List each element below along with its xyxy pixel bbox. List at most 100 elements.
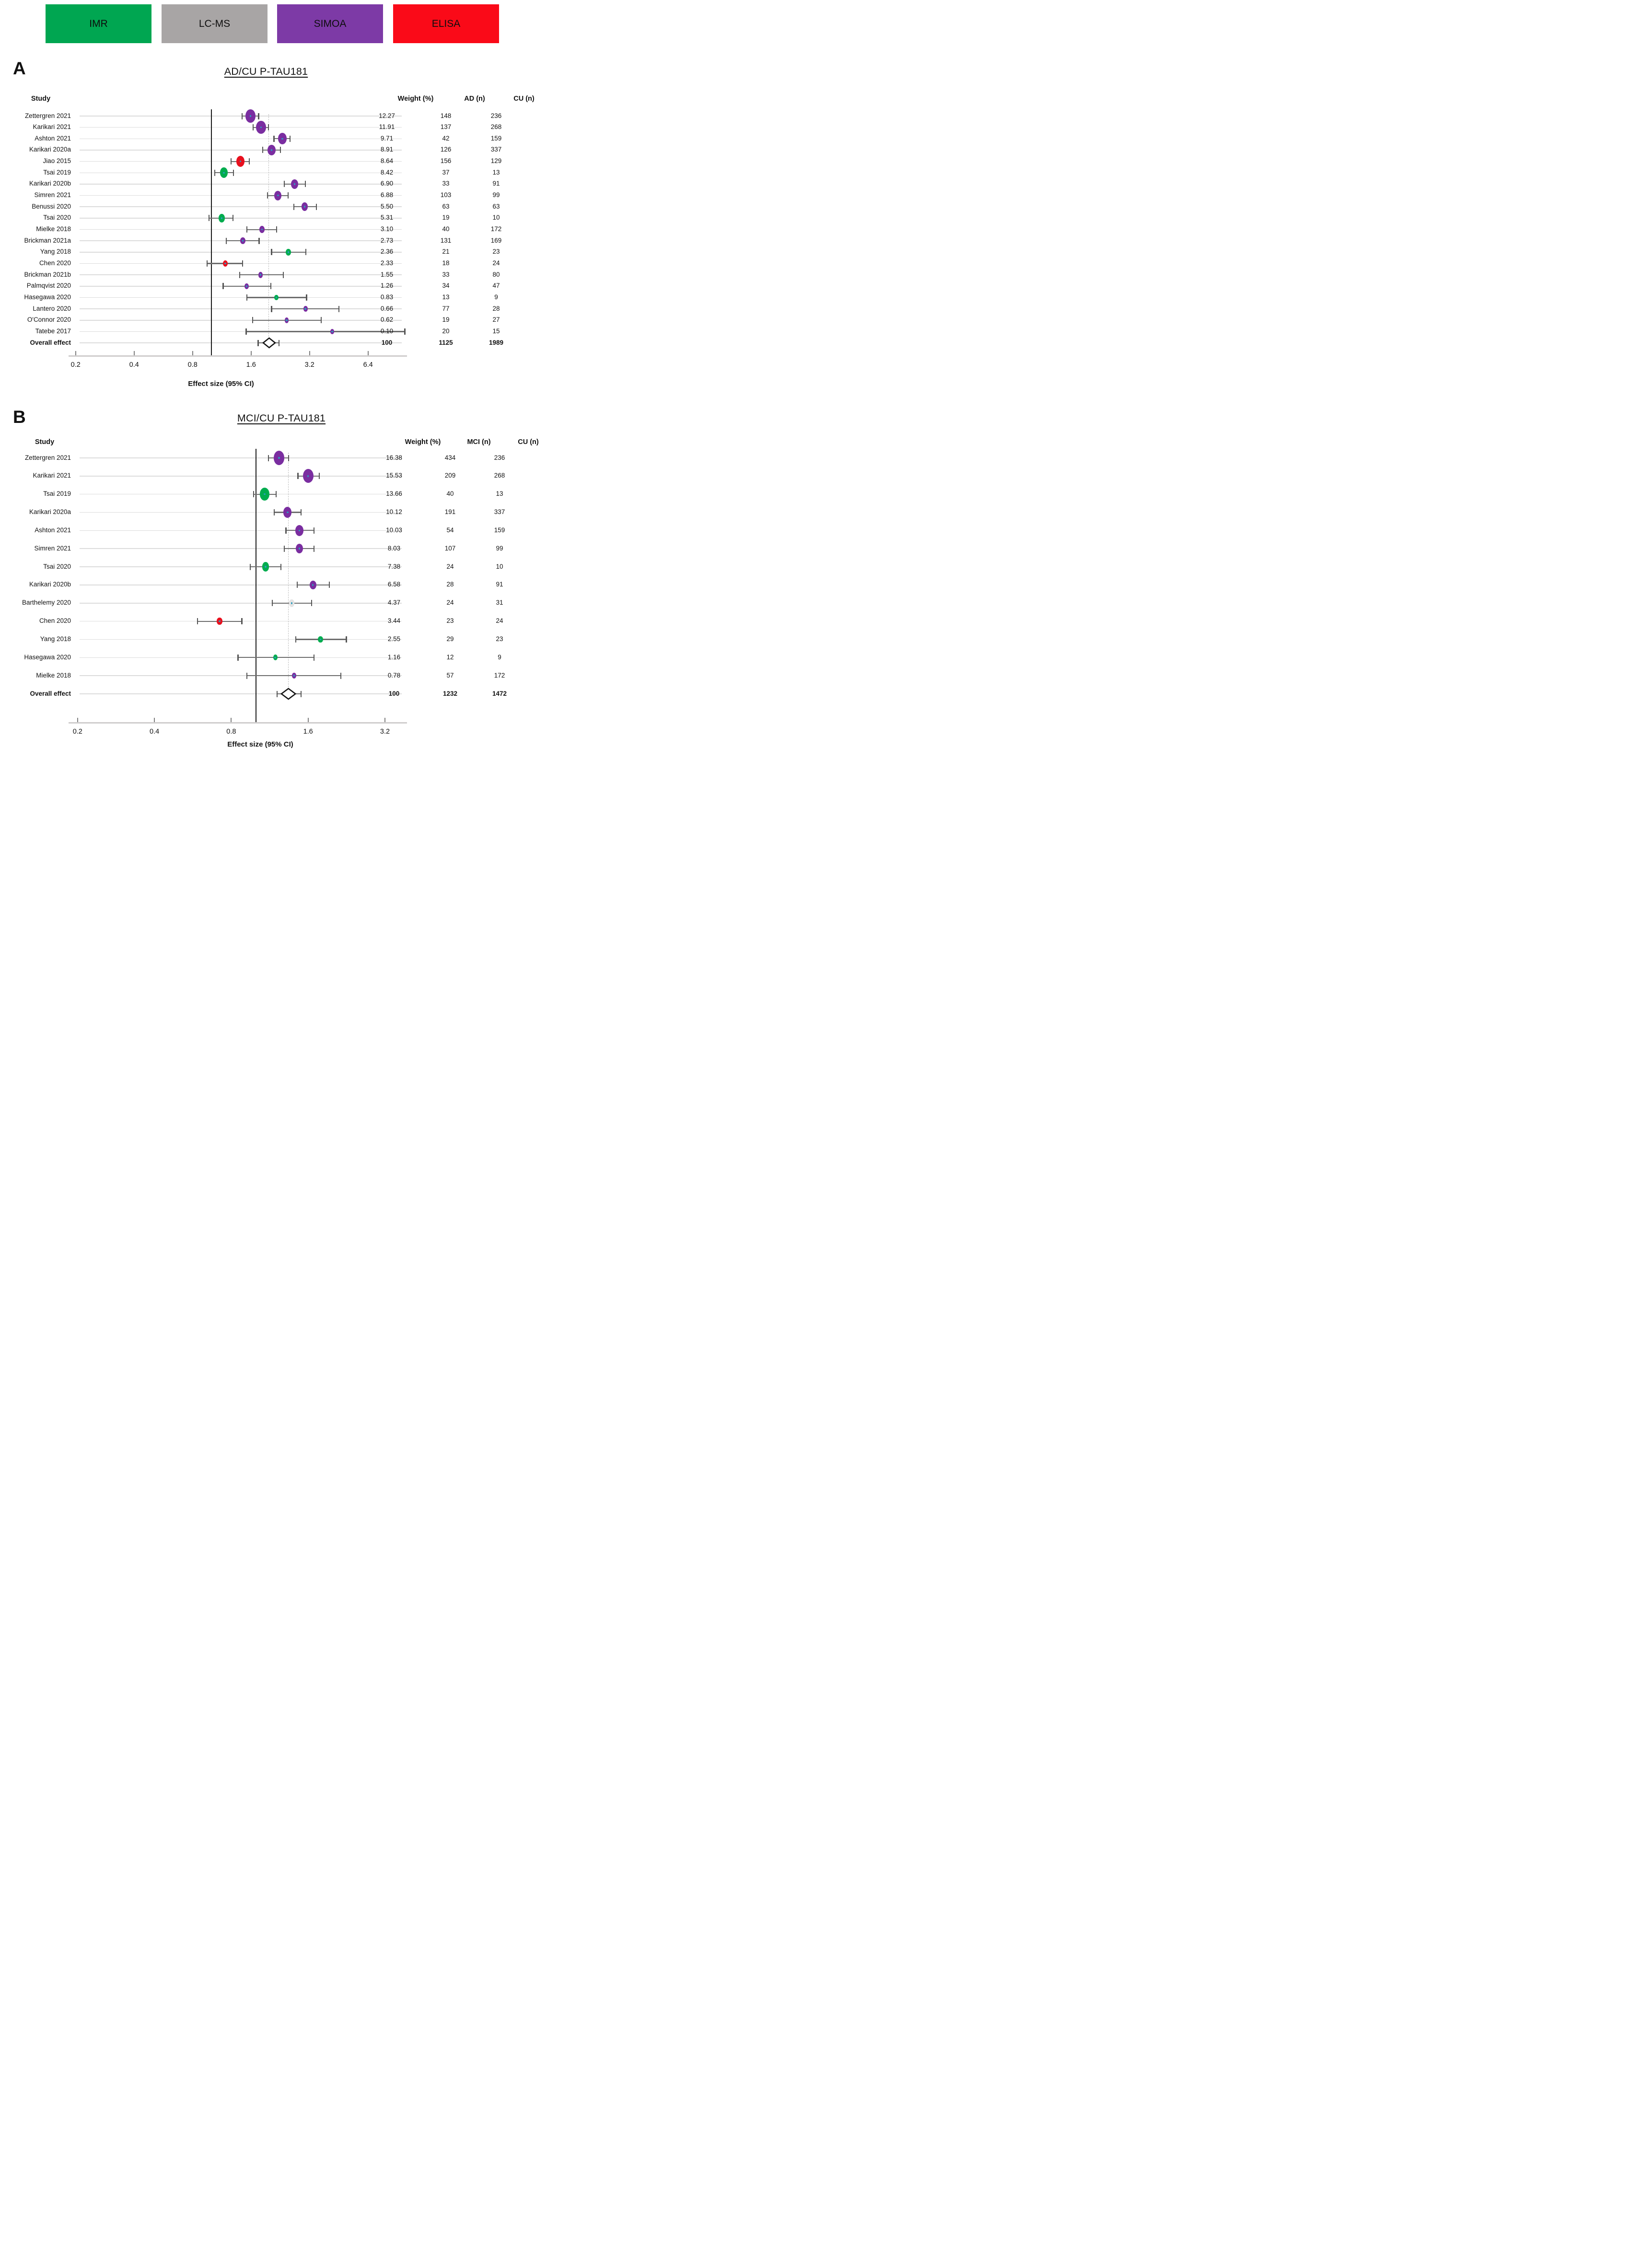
- row-gridline: [80, 172, 402, 174]
- ci-cap-left: [222, 283, 224, 290]
- ci-cap-left: [253, 491, 255, 498]
- weight-value: 10.12: [386, 508, 402, 516]
- effect-marker-center-dot: [260, 126, 262, 129]
- x-axis-tick-label: 1.6: [303, 728, 313, 736]
- ci-cap-right: [305, 249, 306, 256]
- ci-cap-left: [274, 509, 275, 516]
- n1-value: 42: [442, 134, 450, 142]
- overall-n1-value: 1125: [439, 339, 453, 346]
- x-axis-tick: [192, 351, 193, 355]
- weight-value: 8.03: [387, 544, 401, 552]
- overall-effect-dashed-line: [268, 114, 269, 337]
- row-gridline: [80, 206, 402, 208]
- effect-marker-center-dot: [249, 115, 252, 117]
- effect-marker-center-dot: [265, 566, 267, 568]
- study-label: Barthelemy 2020: [22, 599, 71, 607]
- x-axis-tick-label: 0.4: [129, 361, 139, 369]
- ci-cap-left: [296, 582, 298, 588]
- x-axis-tick-label: 0.8: [187, 361, 198, 369]
- ci-cap-right: [340, 672, 342, 679]
- panel-b-letter: B: [13, 407, 26, 427]
- ci-cap-right: [270, 283, 271, 290]
- n2-value: 99: [496, 544, 503, 552]
- ci-cap-right: [258, 237, 260, 244]
- n2-value: 10: [492, 214, 500, 222]
- effect-marker-center-dot: [224, 262, 226, 265]
- x-axis-label-a: Effect size (95% CI): [188, 380, 254, 388]
- ci-cap-right: [289, 135, 291, 142]
- null-effect-line: [211, 109, 212, 355]
- ci-cap-left: [252, 124, 254, 131]
- weight-value: 9.71: [380, 134, 394, 142]
- n1-value: 63: [442, 202, 450, 210]
- ci-cap-left: [285, 527, 287, 534]
- n1-value: 24: [446, 562, 454, 570]
- ci-cap-left: [237, 654, 239, 661]
- forest-plot-figure: IMR LC-MS SIMOA ELISA A AD/CU P-TAU181 Stud…: [0, 0, 547, 756]
- row-gridline: [80, 252, 402, 253]
- ci-cap-left: [239, 271, 241, 278]
- ci-cap-left: [262, 147, 264, 153]
- study-label: Jiao 2015: [43, 157, 71, 165]
- weight-value: 0.66: [380, 304, 394, 312]
- row-gridline: [80, 457, 402, 458]
- study-label: Zettergren 2021: [24, 454, 71, 461]
- weight-value: 11.91: [379, 123, 395, 131]
- effect-marker-center-dot: [242, 240, 244, 242]
- n1-value: 209: [444, 472, 456, 479]
- ci-cap-left: [246, 672, 247, 679]
- n2-value: 172: [494, 671, 505, 679]
- n1-value: 21: [442, 248, 450, 256]
- effect-marker-center-dot: [293, 183, 296, 185]
- ci-cap-right: [280, 563, 281, 570]
- effect-marker-center-dot: [298, 529, 301, 532]
- ci-cap-right: [287, 192, 289, 199]
- row-gridline: [80, 493, 402, 495]
- overall-ci-cap-right: [300, 690, 302, 697]
- panel-a-letter: A: [13, 58, 26, 78]
- n2-value: 236: [494, 454, 505, 461]
- n2-value: 23: [492, 248, 500, 256]
- n2-value: 268: [494, 472, 505, 479]
- x-axis-tick-label: 0.2: [70, 361, 81, 369]
- n2-value: 24: [496, 617, 503, 625]
- n2-value: 47: [492, 282, 500, 290]
- x-axis-tick-label: 3.2: [380, 728, 390, 736]
- col-header-n1-b: MCI (n): [467, 438, 491, 446]
- x-axis-tick-label: 0.2: [72, 728, 82, 736]
- legend-item-lc-ms: LC-MS: [162, 4, 268, 43]
- study-label: Tsai 2019: [43, 490, 71, 498]
- n1-value: 19: [442, 214, 450, 222]
- weight-value: 1.16: [387, 653, 401, 661]
- n2-value: 159: [490, 134, 502, 142]
- effect-marker-center-dot: [275, 296, 278, 299]
- n2-value: 13: [492, 168, 500, 176]
- weight-value: 5.50: [380, 202, 394, 210]
- study-label: Karikari 2020b: [29, 180, 71, 187]
- col-header-n1-a: AD (n): [464, 95, 485, 103]
- weight-value: 7.38: [387, 562, 401, 570]
- n2-value: 99: [492, 191, 500, 199]
- row-gridline: [80, 566, 402, 567]
- n2-value: 91: [496, 581, 503, 588]
- ci-cap-right: [320, 317, 322, 324]
- n1-value: 191: [444, 508, 456, 516]
- ci-cap-left: [206, 260, 208, 267]
- effect-marker-center-dot: [319, 638, 322, 641]
- row-gridline: [80, 476, 402, 477]
- x-axis-tick: [250, 351, 252, 355]
- n1-value: 20: [442, 327, 450, 335]
- ci-cap-right: [329, 582, 330, 588]
- ci-cap-left: [230, 158, 232, 165]
- overall-effect-label: Overall effect: [30, 690, 71, 697]
- ci-cap-right: [241, 618, 243, 625]
- n1-value: 103: [440, 191, 452, 199]
- ci-cap-right: [283, 271, 284, 278]
- overall-n1-value: 1232: [442, 690, 458, 697]
- ci-cap-right: [346, 636, 347, 643]
- n2-value: 28: [492, 304, 500, 312]
- row-gridline: [80, 530, 402, 531]
- effect-marker-center-dot: [263, 493, 266, 495]
- ci-cap-left: [225, 237, 227, 244]
- ci-cap-left: [271, 249, 272, 256]
